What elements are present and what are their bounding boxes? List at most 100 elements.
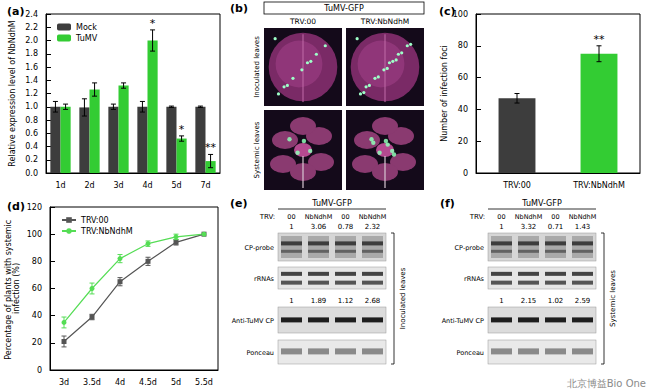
svg-text:rRNAs: rRNAs [464, 275, 484, 283]
svg-text:2.0: 2.0 [25, 36, 38, 45]
svg-text:infection (%): infection (%) [12, 263, 21, 314]
svg-text:TRV:00: TRV:00 [289, 17, 316, 26]
svg-text:1.02: 1.02 [548, 297, 564, 305]
svg-text:20: 20 [458, 137, 468, 146]
svg-text:1.89: 1.89 [311, 297, 327, 305]
svg-text:0: 0 [463, 169, 468, 178]
svg-text:60: 60 [458, 73, 468, 82]
svg-text:4.5d: 4.5d [139, 378, 157, 387]
svg-text:Anti-TuMV CP: Anti-TuMV CP [442, 317, 484, 325]
svg-text:Mock: Mock [76, 23, 97, 32]
svg-text:3.32: 3.32 [521, 223, 537, 231]
svg-text:1d: 1d [55, 181, 65, 190]
svg-text:TRV:NbNdhM: TRV:NbNdhM [80, 227, 133, 236]
svg-text:TuMV-GFP: TuMV-GFP [311, 199, 352, 208]
svg-text:Systemic leaves: Systemic leaves [609, 270, 617, 327]
svg-text:北京博益Bio One: 北京博益Bio One [567, 378, 646, 389]
svg-text:Ponceau: Ponceau [247, 349, 274, 357]
svg-text:3.5d: 3.5d [83, 378, 101, 387]
svg-text:4d: 4d [142, 181, 152, 190]
svg-text:60: 60 [32, 284, 42, 293]
svg-text:2.4: 2.4 [25, 10, 38, 19]
svg-text:TRV:NbNdhM: TRV:NbNdhM [572, 181, 625, 190]
svg-text:0.2: 0.2 [25, 155, 38, 164]
svg-text:1: 1 [499, 297, 503, 305]
svg-text:3d: 3d [59, 378, 69, 387]
svg-text:3d: 3d [113, 181, 123, 190]
svg-text:1.2: 1.2 [25, 89, 38, 98]
svg-text:1.12: 1.12 [338, 297, 354, 305]
svg-text:Systemic leaves: Systemic leaves [253, 121, 261, 178]
svg-text:NbNdhM: NbNdhM [515, 213, 543, 221]
svg-text:(d): (d) [7, 200, 25, 213]
svg-text:Inoculated leaves: Inoculated leaves [399, 267, 407, 329]
svg-text:1: 1 [289, 297, 293, 305]
svg-text:1.0: 1.0 [25, 102, 38, 111]
svg-text:4d: 4d [115, 378, 125, 387]
svg-text:(b): (b) [230, 2, 248, 15]
svg-text:2.32: 2.32 [365, 223, 381, 231]
svg-text:1.43: 1.43 [575, 223, 591, 231]
svg-text:*: * [179, 123, 185, 136]
svg-text:0.6: 0.6 [25, 129, 38, 138]
svg-text:00: 00 [341, 213, 349, 221]
svg-text:1.8: 1.8 [25, 49, 38, 58]
svg-text:0.8: 0.8 [25, 116, 38, 125]
svg-text:3.06: 3.06 [311, 223, 327, 231]
svg-text:2.2: 2.2 [25, 23, 38, 32]
svg-text:Anti-TuMV CP: Anti-TuMV CP [232, 317, 274, 325]
svg-text:0.0: 0.0 [25, 169, 38, 178]
svg-text:5d: 5d [171, 181, 181, 190]
svg-text:TRV:: TRV: [469, 213, 485, 221]
svg-text:TuMV-GFP: TuMV-GFP [323, 4, 364, 13]
svg-text:0.4: 0.4 [25, 142, 38, 151]
svg-text:(f): (f) [440, 197, 455, 210]
svg-text:1.4: 1.4 [25, 76, 38, 85]
svg-text:**: ** [205, 141, 217, 154]
svg-text:TRV:00: TRV:00 [80, 216, 109, 225]
svg-text:0: 0 [37, 366, 42, 375]
svg-text:TRV:NbNdhM: TRV:NbNdhM [360, 17, 409, 26]
svg-text:100: 100 [27, 230, 42, 239]
svg-text:2.68: 2.68 [365, 297, 381, 305]
svg-text:40: 40 [32, 311, 42, 320]
svg-text:TRV:: TRV: [259, 213, 275, 221]
svg-text:TuMV-GFP: TuMV-GFP [521, 199, 562, 208]
svg-text:20: 20 [32, 338, 42, 347]
svg-text:1: 1 [499, 223, 503, 231]
svg-text:Inoculated leaves: Inoculated leaves [253, 36, 261, 98]
svg-text:rRNAs: rRNAs [254, 275, 274, 283]
svg-text:5.5d: 5.5d [195, 378, 213, 387]
svg-text:TuMV: TuMV [75, 34, 98, 43]
svg-text:2.59: 2.59 [575, 297, 591, 305]
svg-text:5d: 5d [171, 378, 181, 387]
svg-text:0.78: 0.78 [338, 223, 354, 231]
svg-text:00: 00 [287, 213, 295, 221]
svg-text:0.71: 0.71 [548, 223, 564, 231]
svg-text:1: 1 [289, 223, 293, 231]
svg-text:80: 80 [458, 41, 468, 50]
svg-text:120: 120 [27, 203, 42, 212]
svg-text:NbNdhM: NbNdhM [569, 213, 597, 221]
svg-text:7d: 7d [200, 181, 210, 190]
svg-text:CP-probe: CP-probe [245, 244, 274, 252]
svg-text:2.15: 2.15 [521, 297, 537, 305]
svg-text:40: 40 [458, 105, 468, 114]
svg-text:NbNdhM: NbNdhM [359, 213, 387, 221]
svg-text:2d: 2d [84, 181, 94, 190]
svg-text:Relative expression level of N: Relative expression level of NbNdhM [8, 20, 17, 167]
svg-text:1.6: 1.6 [25, 63, 38, 72]
svg-text:Ponceau: Ponceau [457, 349, 484, 357]
svg-text:00: 00 [497, 213, 505, 221]
svg-text:00: 00 [551, 213, 559, 221]
svg-text:Number of infection foci: Number of infection foci [440, 45, 449, 142]
svg-text:80: 80 [32, 257, 42, 266]
svg-text:(e): (e) [230, 197, 248, 210]
svg-text:TRV:00: TRV:00 [502, 181, 531, 190]
svg-text:NbNdhM: NbNdhM [305, 213, 333, 221]
svg-text:*: * [150, 17, 156, 30]
svg-text:(c): (c) [439, 5, 456, 18]
svg-text:(a): (a) [7, 5, 24, 18]
svg-text:**: ** [594, 33, 606, 46]
svg-text:CP-probe: CP-probe [455, 244, 484, 252]
